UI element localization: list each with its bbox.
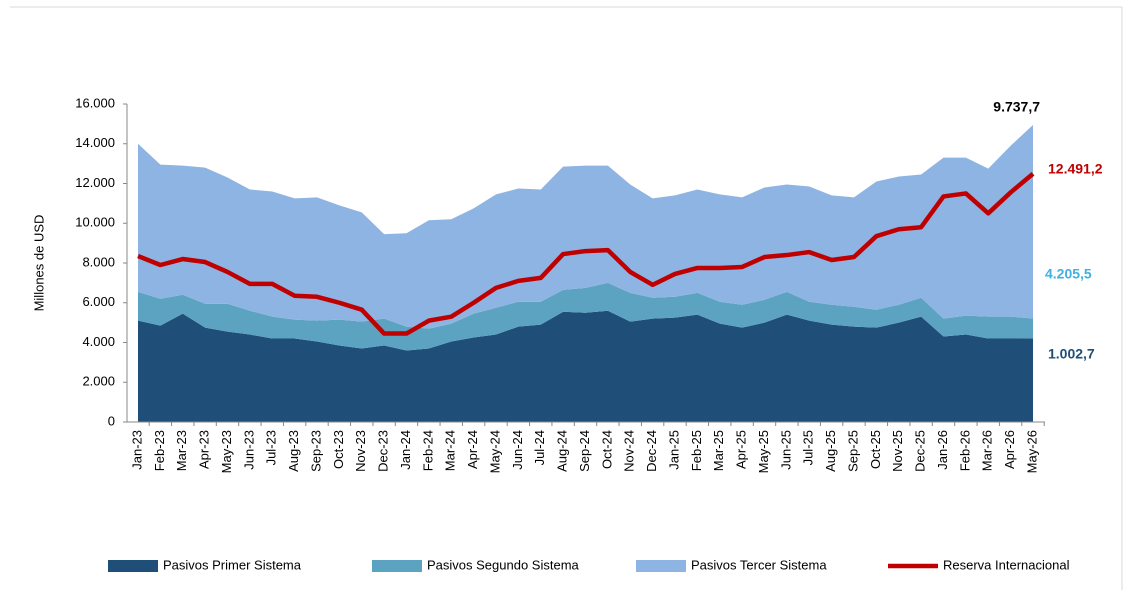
x-tick-label: Jul-24 <box>532 430 547 465</box>
x-tick-label: Mar-24 <box>443 430 458 471</box>
x-tick-label: Apr-23 <box>197 430 212 469</box>
legend-label: Pasivos Segundo Sistema <box>427 557 580 572</box>
x-tick-label: Nov-25 <box>890 430 905 472</box>
x-tick-label: Sep-23 <box>308 430 323 472</box>
x-tick-label: Dec-25 <box>913 430 928 472</box>
x-tick-label: Jan-24 <box>398 430 413 470</box>
x-tick-label: Feb-23 <box>152 430 167 471</box>
y-tick-label: 8.000 <box>82 254 115 269</box>
x-tick-label: May-23 <box>219 430 234 473</box>
x-tick-label: Mar-23 <box>174 430 189 471</box>
x-tick-label: Jul-23 <box>264 430 279 465</box>
y-tick-label: 4.000 <box>82 334 115 349</box>
x-tick-label: Dec-23 <box>376 430 391 472</box>
end-label: 1.002,7 <box>1048 346 1095 362</box>
x-tick-label: Jun-24 <box>510 430 525 470</box>
x-tick-label: Dec-24 <box>644 430 659 472</box>
legend-label: Pasivos Primer Sistema <box>163 557 302 572</box>
x-tick-label: Apr-24 <box>465 430 480 469</box>
legend-swatch <box>108 560 158 572</box>
x-tick-label: Feb-25 <box>689 430 704 471</box>
x-tick-label: Oct-23 <box>331 430 346 469</box>
x-tick-label: Nov-24 <box>622 430 637 472</box>
x-tick-label: Feb-24 <box>420 430 435 471</box>
x-tick-label: Jan-25 <box>666 430 681 470</box>
y-tick-label: 2.000 <box>82 374 115 389</box>
end-label: 12.491,2 <box>1048 161 1103 177</box>
x-tick-label: Oct-25 <box>868 430 883 469</box>
x-tick-label: Apr-25 <box>734 430 749 469</box>
x-tick-label: Jun-25 <box>778 430 793 470</box>
x-tick-label: Nov-23 <box>353 430 368 472</box>
y-tick-label: 6.000 <box>82 294 115 309</box>
area <box>138 310 1033 422</box>
y-tick-label: 12.000 <box>75 175 115 190</box>
area <box>138 282 1033 351</box>
x-tick-label: Mar-25 <box>711 430 726 471</box>
x-tick-label: Aug-24 <box>555 430 570 472</box>
legend-label: Pasivos Tercer Sistema <box>691 557 827 572</box>
legend-label: Reserva Internacional <box>943 557 1070 572</box>
x-tick-label: Apr-26 <box>1002 430 1017 469</box>
x-tick-label: Jul-25 <box>801 430 816 465</box>
x-tick-label: Mar-26 <box>980 430 995 471</box>
x-tick-label: Jun-23 <box>241 430 256 470</box>
y-tick-label: 0 <box>108 413 115 428</box>
x-tick-label: Sep-24 <box>577 430 592 472</box>
end-label: 4.205,5 <box>1045 266 1092 282</box>
x-tick-label: Jan-26 <box>935 430 950 470</box>
y-tick-label: 10.000 <box>75 215 115 230</box>
y-tick-label: 14.000 <box>75 135 115 150</box>
x-tick-label: Sep-25 <box>845 430 860 472</box>
y-axis-label: Millones de USD <box>31 215 46 312</box>
end-label: 9.737,7 <box>993 99 1040 115</box>
x-tick-label: May-24 <box>487 430 502 473</box>
legend-swatch <box>372 560 422 572</box>
area <box>138 124 1033 329</box>
y-tick-label: 16.000 <box>75 95 115 110</box>
legend-swatch <box>636 560 686 572</box>
x-tick-label: Oct-24 <box>599 430 614 469</box>
x-tick-label: Aug-23 <box>286 430 301 472</box>
x-tick-label: May-25 <box>756 430 771 473</box>
x-tick-label: May-26 <box>1024 430 1039 473</box>
x-tick-label: Aug-25 <box>823 430 838 472</box>
line <box>137 172 1035 336</box>
x-tick-label: Feb-26 <box>957 430 972 471</box>
x-tick-label: Jan-23 <box>129 430 144 470</box>
